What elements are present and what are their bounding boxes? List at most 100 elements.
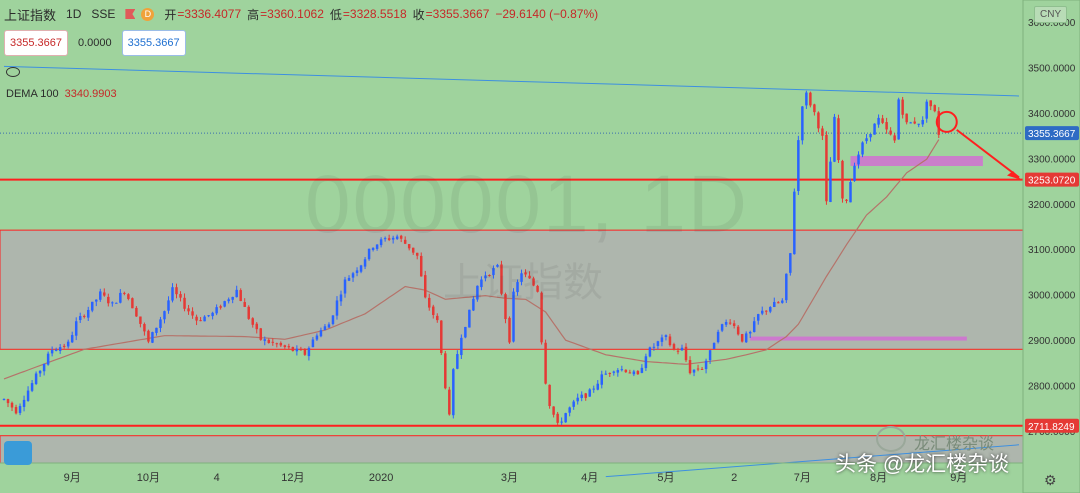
candle-body — [917, 123, 920, 125]
candle — [99, 288, 102, 302]
candle — [917, 123, 920, 128]
candle-body — [175, 287, 178, 295]
candle-body — [115, 302, 118, 304]
flag-icon[interactable] — [125, 9, 136, 19]
candle-body — [668, 336, 672, 346]
candle-body — [271, 341, 275, 343]
candle — [476, 285, 479, 302]
candle — [644, 353, 648, 372]
candle — [139, 316, 142, 328]
change-value: −29.6140 (−0.87%) — [495, 7, 599, 21]
candle — [648, 346, 652, 358]
candle — [556, 411, 559, 426]
symbol-name[interactable]: 上证指数 — [4, 7, 57, 23]
candle-body — [78, 316, 82, 321]
close-label: 收 — [412, 7, 425, 22]
candle — [704, 358, 708, 374]
candle-body — [359, 265, 363, 272]
candle — [291, 346, 295, 352]
candle — [596, 380, 599, 391]
tradingview-logo-icon[interactable] — [4, 441, 32, 465]
candle — [211, 311, 214, 320]
candle-body — [592, 388, 595, 390]
candle-body — [696, 368, 700, 370]
watermark-code: 000001, 1D — [305, 159, 750, 250]
candle — [147, 329, 150, 344]
candle-body — [436, 315, 439, 321]
candle — [732, 320, 736, 329]
candle — [897, 97, 900, 140]
spread-value: 0.0000 — [78, 37, 112, 49]
price-label: 3355.3667 — [1028, 129, 1076, 140]
candle — [319, 327, 323, 338]
candle — [564, 412, 567, 423]
candle — [243, 298, 246, 308]
candle-body — [275, 343, 279, 345]
dema-label: DEMA 100 — [6, 88, 59, 100]
candle-body — [500, 264, 503, 294]
candle-body — [781, 300, 784, 303]
candle — [528, 271, 531, 279]
candle-body — [817, 112, 820, 129]
sell-price-button[interactable]: 3355.3667 — [4, 30, 68, 56]
candle-body — [716, 331, 720, 343]
candle-body — [18, 406, 22, 413]
candle — [740, 333, 744, 343]
x-tick-label: 4月 — [581, 472, 598, 484]
candle — [95, 299, 98, 307]
candle-body — [688, 359, 692, 374]
candle-body — [183, 297, 186, 309]
candle — [299, 346, 303, 351]
candle-body — [580, 394, 583, 399]
candle-body — [207, 315, 210, 317]
candle — [207, 315, 210, 318]
candle — [339, 290, 343, 306]
hidden-indicator-row[interactable] — [6, 67, 20, 77]
open-value: =3336.4077 — [177, 7, 242, 21]
candle — [829, 157, 832, 203]
candle-body — [151, 332, 154, 343]
candle — [327, 322, 331, 328]
candle — [785, 273, 788, 304]
candle — [536, 284, 539, 293]
candle — [351, 271, 355, 282]
candle-body — [813, 104, 816, 113]
candle — [708, 350, 712, 364]
high-label: 高 — [247, 7, 260, 22]
candle-body — [841, 160, 844, 199]
buy-price-button[interactable]: 3355.3667 — [121, 30, 186, 56]
candle — [612, 370, 616, 376]
candle-body — [127, 294, 130, 299]
candle — [572, 399, 575, 410]
candle-body — [14, 407, 18, 414]
candle — [921, 116, 924, 127]
eye-icon[interactable] — [6, 67, 20, 77]
candle — [672, 342, 676, 351]
candle — [167, 296, 170, 314]
timeframe-label[interactable]: 1D — [66, 7, 82, 21]
dema-legend[interactable]: DEMA 100 3340.9903 — [6, 88, 117, 100]
candle-body — [387, 238, 391, 240]
x-tick-label: 10月 — [137, 472, 160, 484]
currency-badge[interactable]: CNY — [1034, 6, 1068, 23]
candle-body — [167, 300, 170, 311]
candle-body — [139, 316, 142, 324]
gear-icon[interactable]: ⚙ — [1044, 472, 1057, 488]
candle — [825, 131, 828, 205]
candle — [640, 364, 644, 374]
candle-body — [323, 326, 327, 330]
candle-body — [303, 349, 307, 355]
candle — [367, 248, 371, 261]
candle-body — [748, 331, 752, 334]
candle-body — [853, 165, 856, 181]
candle-body — [239, 290, 242, 302]
candle-body — [532, 278, 535, 286]
candle — [777, 301, 780, 304]
candle-body — [712, 342, 716, 349]
candle-body — [909, 122, 912, 124]
candle-body — [460, 337, 463, 356]
candle-body — [937, 111, 941, 135]
candle — [933, 104, 936, 113]
